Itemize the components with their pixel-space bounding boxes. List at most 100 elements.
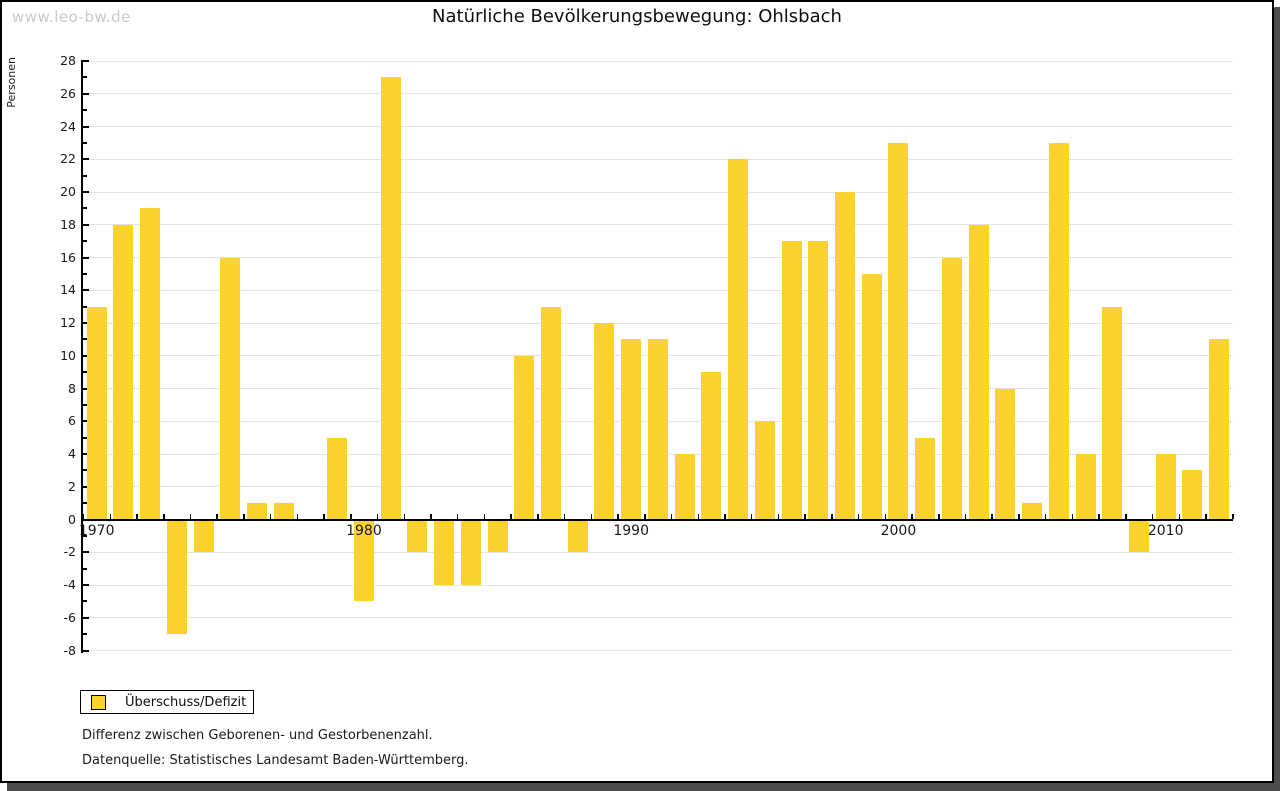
gridline — [81, 191, 1233, 193]
y-axis-major-tick — [83, 485, 89, 488]
x-axis-tick — [1178, 514, 1181, 519]
y-axis-minor-tick — [83, 240, 87, 243]
footnote-source: Datenquelle: Statistisches Landesamt Bad… — [82, 753, 469, 768]
gridline — [81, 224, 1233, 226]
gridline — [81, 93, 1233, 95]
x-axis-tick — [911, 514, 913, 519]
y-axis-major-tick — [83, 453, 89, 455]
bar-1984 — [460, 521, 481, 585]
y-axis-minor-tick — [83, 436, 87, 439]
y-axis-minor-tick — [83, 633, 87, 636]
y-axis-major-tick — [83, 354, 89, 357]
bar-1995 — [754, 421, 775, 520]
x-axis-tick — [884, 514, 887, 519]
x-axis-tick — [1098, 514, 1100, 519]
x-axis-tick — [964, 514, 967, 519]
x-axis-tick — [350, 514, 352, 519]
x-axis-tick — [750, 514, 753, 519]
x-axis-tick — [1125, 514, 1127, 519]
y-axis-major-tick — [83, 616, 89, 619]
plot-area: -8 -6 -4 -2 0 2 4 6 8 10 12 14 16 18 20 22 24 26 28 1970 198… — [2, 2, 1272, 781]
bar-1999 — [861, 273, 882, 520]
x-axis-tick — [617, 514, 619, 519]
x-axis-tick — [991, 514, 993, 519]
x-axis-tick — [216, 514, 218, 519]
window-shadow-bottom — [7, 783, 1280, 791]
y-axis-major-tick — [83, 191, 89, 193]
bar-2012 — [1209, 339, 1230, 520]
y-axis-major-tick — [83, 649, 89, 652]
x-axis-tick — [644, 514, 646, 519]
bar-1992 — [674, 454, 695, 520]
bar-1994 — [728, 159, 749, 520]
y-axis-major-tick — [83, 256, 89, 259]
y-axis-tick-label: -4 — [63, 577, 76, 592]
y-axis-minor-tick — [83, 174, 87, 177]
x-axis-tick — [1151, 514, 1154, 519]
y-axis-minor-tick — [83, 534, 87, 537]
y-axis-tick-label: 18 — [60, 216, 76, 232]
x-axis-tick — [938, 514, 940, 519]
bar-1973 — [166, 521, 187, 635]
y-axis-tick-label: 10 — [60, 347, 76, 363]
y-axis-tick-label: 8 — [68, 380, 76, 396]
x-axis-tick — [296, 514, 299, 519]
x-axis-tick-label: 1970 — [78, 523, 115, 539]
bar-1976 — [247, 503, 268, 520]
bar-1985 — [487, 521, 508, 553]
x-axis-line — [81, 519, 1233, 521]
legend-label: Überschuss/Defizit — [125, 694, 247, 710]
bar-2011 — [1182, 470, 1203, 520]
y-axis-major-tick — [83, 125, 89, 128]
y-axis-tick-label: 24 — [60, 118, 76, 134]
bar-2000 — [888, 142, 909, 520]
x-axis-tick — [269, 514, 272, 519]
bar-2005 — [1022, 503, 1043, 520]
x-axis-tick — [109, 514, 112, 519]
y-axis-tick-label: -6 — [63, 609, 76, 625]
bar-2006 — [1048, 142, 1069, 520]
y-axis-major-tick — [83, 289, 89, 292]
x-axis-tick — [831, 514, 833, 519]
x-axis-tick — [430, 514, 432, 519]
y-axis-minor-tick — [83, 76, 87, 79]
bar-1977 — [273, 503, 294, 520]
x-axis-tick — [243, 514, 245, 519]
y-axis-minor-tick — [83, 272, 87, 275]
x-axis-tick — [189, 514, 192, 519]
x-axis-tick — [510, 514, 512, 519]
y-axis-minor-tick — [83, 371, 87, 374]
bar-2003 — [968, 224, 989, 520]
x-axis-tick — [456, 514, 459, 519]
y-axis-minor-tick — [83, 469, 87, 472]
y-axis-minor-tick — [83, 567, 87, 570]
x-axis-tick — [376, 514, 379, 519]
y-axis-minor-tick — [83, 305, 87, 308]
bar-1989 — [594, 323, 615, 520]
bar-1981 — [380, 77, 401, 520]
x-axis-tick — [1232, 514, 1234, 519]
y-axis-tick-label: 6 — [68, 413, 76, 429]
bar-1971 — [113, 224, 134, 520]
bar-1975 — [220, 257, 241, 520]
x-axis-tick — [804, 514, 806, 519]
bar-1972 — [140, 208, 161, 520]
y-axis-major-tick — [83, 60, 89, 62]
footnote-description: Differenz zwischen Geborenen- und Gestor… — [82, 728, 433, 743]
y-axis-major-tick — [83, 158, 89, 161]
y-axis-tick-label: 0 — [68, 511, 76, 527]
y-axis-minor-tick — [83, 338, 87, 341]
bar-1997 — [808, 241, 829, 520]
x-axis-tick — [777, 514, 780, 519]
y-axis-tick-label: 12 — [60, 315, 76, 330]
gridline — [81, 617, 1233, 619]
y-axis-minor-tick — [83, 403, 87, 406]
x-axis-tick — [1205, 514, 1207, 519]
x-axis-tick — [1044, 514, 1047, 519]
bar-1996 — [781, 241, 802, 520]
bar-1979 — [327, 437, 348, 520]
gridline — [81, 551, 1233, 553]
x-axis-tick — [1071, 514, 1074, 519]
gridline — [81, 126, 1233, 127]
bar-2004 — [995, 388, 1016, 520]
